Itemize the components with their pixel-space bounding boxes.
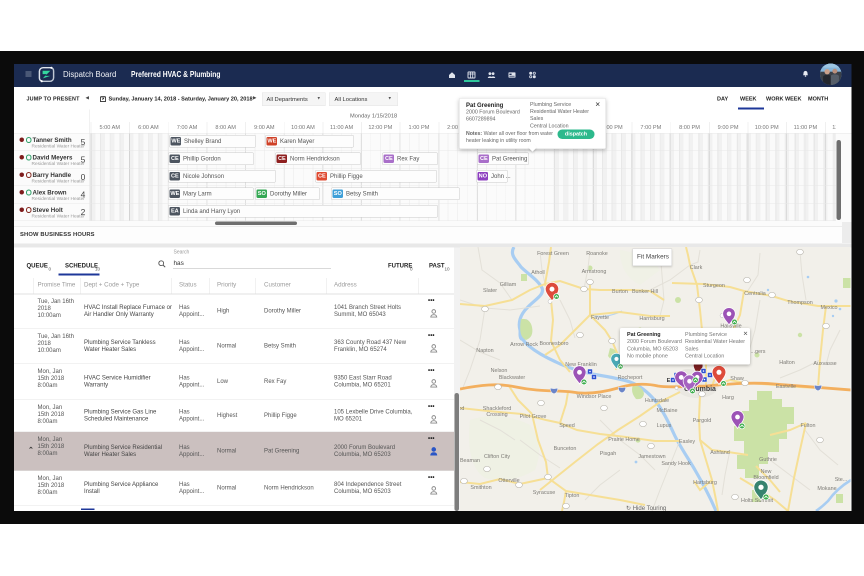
svg-text:Fulton: Fulton bbox=[801, 423, 816, 429]
svg-text:wood: wood bbox=[460, 406, 464, 412]
svg-text:Lupus: Lupus bbox=[657, 423, 672, 429]
svg-text:Syracuse: Syracuse bbox=[533, 490, 555, 496]
svg-text:Fayette: Fayette bbox=[591, 315, 609, 321]
svg-text:Bunceton: Bunceton bbox=[554, 446, 577, 452]
svg-text:Mexico: Mexico bbox=[820, 305, 837, 311]
svg-text:Shaw: Shaw bbox=[730, 376, 744, 382]
svg-text:Slater: Slater bbox=[483, 288, 497, 294]
svg-text:Guthrie: Guthrie bbox=[759, 457, 777, 463]
svg-text:Beaman: Beaman bbox=[460, 458, 480, 464]
svg-text:Clark: Clark bbox=[690, 265, 703, 271]
svg-text:Boonesboro: Boonesboro bbox=[539, 341, 568, 347]
svg-text:Tipton: Tipton bbox=[565, 493, 580, 499]
svg-text:Smithton: Smithton bbox=[470, 485, 491, 491]
svg-text:Pisgah: Pisgah bbox=[600, 451, 616, 457]
svg-text:Roanoke: Roanoke bbox=[586, 251, 608, 257]
svg-text:Sandy Hook: Sandy Hook bbox=[661, 461, 691, 467]
svg-text:Bloomfield: Bloomfield bbox=[753, 475, 778, 481]
svg-text:Crossing: Crossing bbox=[486, 412, 507, 418]
svg-text:Eastville: Eastville bbox=[776, 384, 796, 390]
svg-text:Easley: Easley bbox=[679, 439, 695, 445]
svg-text:Centralia: Centralia bbox=[744, 291, 766, 297]
svg-text:Otterville: Otterville bbox=[498, 478, 519, 484]
svg-text:Hallsville: Hallsville bbox=[720, 324, 741, 330]
svg-text:McBaine: McBaine bbox=[657, 408, 678, 414]
svg-text:Harrisburg: Harrisburg bbox=[639, 316, 664, 322]
svg-text:Shackleford: Shackleford bbox=[483, 406, 511, 412]
svg-text:Prairie Home: Prairie Home bbox=[608, 437, 639, 443]
svg-text:Armstrong: Armstrong bbox=[582, 269, 607, 275]
svg-text:Atholl: Atholl bbox=[531, 270, 545, 276]
svg-text:Hartsburg: Hartsburg bbox=[693, 480, 717, 486]
svg-text:...gers: ...gers bbox=[751, 349, 766, 355]
svg-text:Auxvasse: Auxvasse bbox=[813, 361, 836, 367]
svg-text:New Franklin: New Franklin bbox=[565, 362, 596, 368]
svg-text:Nelson: Nelson bbox=[491, 368, 508, 374]
svg-text:Mokane: Mokane bbox=[817, 486, 836, 492]
svg-text:Halton: Halton bbox=[779, 360, 795, 366]
svg-text:Rocheport: Rocheport bbox=[618, 375, 643, 381]
svg-text:Harg: Harg bbox=[722, 395, 734, 401]
svg-text:Huntsdale: Huntsdale bbox=[645, 398, 669, 404]
svg-text:Jamestown: Jamestown bbox=[638, 454, 665, 460]
svg-text:Speed: Speed bbox=[559, 423, 575, 429]
svg-text:Windsor Place: Windsor Place bbox=[577, 394, 612, 400]
svg-text:Clifton City: Clifton City bbox=[484, 454, 510, 460]
svg-text:Gilliam: Gilliam bbox=[500, 282, 517, 288]
svg-text:Blackwater: Blackwater bbox=[499, 375, 526, 381]
svg-text:Pilot Grove: Pilot Grove bbox=[520, 414, 547, 420]
svg-text:New: New bbox=[761, 469, 772, 475]
svg-text:Sturgeon: Sturgeon bbox=[703, 283, 725, 289]
svg-text:Burton: Burton bbox=[612, 289, 628, 295]
svg-text:Arrow Rock: Arrow Rock bbox=[510, 342, 538, 348]
svg-text:Bunker Hill: Bunker Hill bbox=[632, 289, 658, 295]
svg-text:Napton: Napton bbox=[476, 348, 493, 354]
svg-text:↻ Hide Touring: ↻ Hide Touring bbox=[626, 505, 666, 511]
svg-text:Ste...: Ste... bbox=[835, 477, 848, 483]
svg-text:Ashland: Ashland bbox=[710, 450, 729, 456]
svg-text:Forest Green: Forest Green bbox=[537, 251, 569, 257]
svg-text:Columbia: Columbia bbox=[684, 386, 716, 393]
svg-text:Pargold: Pargold bbox=[693, 418, 712, 424]
svg-text:Thompson: Thompson bbox=[787, 300, 812, 306]
svg-text:Holts Summit: Holts Summit bbox=[741, 498, 774, 504]
